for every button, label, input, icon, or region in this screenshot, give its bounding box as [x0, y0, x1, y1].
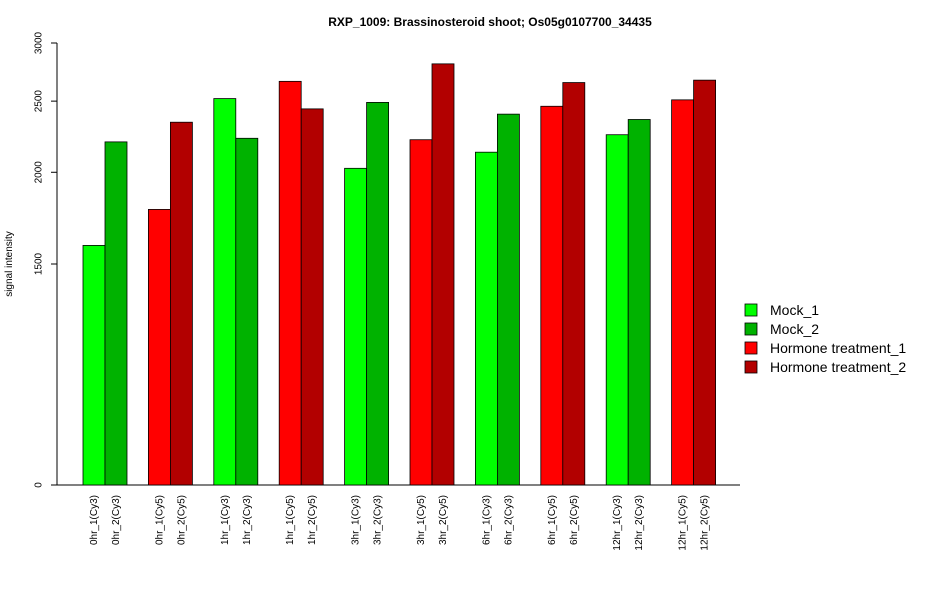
- bar: [235, 137, 259, 486]
- x-tick-label: 0hr_2(Cy3): [111, 495, 122, 545]
- bar: [278, 80, 302, 486]
- bar: [693, 79, 716, 486]
- bar: [147, 209, 171, 486]
- y-tick-label: 1500: [34, 252, 45, 275]
- x-tick-label: 12hr_1(Cy5): [678, 495, 689, 551]
- bar: [605, 134, 629, 486]
- legend-label: Hormone treatment_1: [770, 340, 906, 356]
- y-tick-label: 0: [34, 482, 45, 488]
- bar: [300, 108, 324, 486]
- bar: [169, 121, 193, 486]
- x-tick-label: 3hr_1(Cy5): [416, 495, 427, 545]
- x-tick-label: 12hr_2(Cy5): [700, 495, 711, 551]
- x-tick-label: 3hr_2(Cy3): [373, 495, 384, 545]
- x-tick-label: 1hr_2(Cy3): [242, 495, 253, 545]
- legend-label: Mock_1: [770, 302, 819, 318]
- bar: [540, 105, 564, 486]
- y-tick-label: 3000: [34, 31, 45, 54]
- legend-label: Hormone treatment_2: [770, 359, 906, 375]
- bar: [562, 82, 586, 486]
- legend-label: Mock_2: [770, 321, 819, 337]
- x-tick-label: 0hr_1(Cy3): [89, 495, 100, 545]
- x-tick-label: 12hr_1(Cy3): [612, 495, 623, 551]
- bar: [344, 167, 368, 486]
- bar: [496, 113, 520, 486]
- legend: Mock_1 Mock_2 Hormone treatment_1 Hormone t…: [744, 302, 906, 375]
- x-tick-label: 1hr_1(Cy5): [285, 495, 296, 545]
- y-tick-label: 2000: [34, 161, 45, 184]
- x-tick-label: 6hr_2(Cy5): [569, 495, 580, 545]
- x-tick-label: 1hr_1(Cy3): [220, 495, 231, 545]
- bar: [213, 98, 237, 486]
- x-tick-label: 12hr_2(Cy3): [634, 495, 645, 551]
- chart-title: RXP_1009: Brassinosteroid shoot; Os05g01…: [328, 15, 652, 29]
- bar: [474, 151, 498, 486]
- y-axis: 0 1500 2000 2500 3000: [34, 31, 58, 488]
- x-tick-label: 3hr_2(Cy5): [438, 495, 449, 545]
- x-tick-label: 3hr_1(Cy3): [351, 495, 362, 545]
- x-tick-label: 0hr_1(Cy5): [154, 495, 165, 545]
- y-axis-label: signal intensity: [4, 231, 15, 297]
- bars-group: [82, 63, 716, 486]
- bar: [104, 141, 128, 486]
- legend-swatch: [744, 322, 758, 336]
- x-tick-label: 6hr_1(Cy3): [481, 495, 492, 545]
- bar: [431, 63, 455, 486]
- bar: [82, 245, 106, 486]
- x-tick-label: 1hr_2(Cy5): [307, 495, 318, 545]
- bar: [671, 99, 694, 486]
- x-tick-label: 0hr_2(Cy5): [176, 495, 187, 545]
- bar: [409, 139, 433, 486]
- x-tick-labels: 0hr_1(Cy3) 0hr_2(Cy3) 0hr_1(Cy5) 0hr_2(Cy5)…: [89, 495, 711, 551]
- legend-swatch: [744, 360, 758, 374]
- legend-swatch: [744, 303, 758, 317]
- x-tick-label: 6hr_2(Cy3): [503, 495, 514, 545]
- bar: [627, 119, 651, 486]
- y-tick-label: 2500: [34, 90, 45, 113]
- x-tick-label: 6hr_1(Cy5): [547, 495, 558, 545]
- legend-swatch: [744, 341, 758, 355]
- bar: [366, 102, 390, 486]
